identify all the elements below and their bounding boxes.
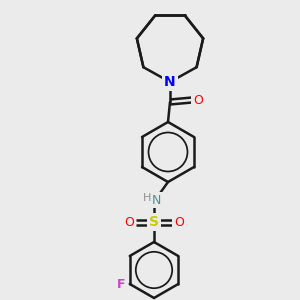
Text: O: O bbox=[124, 215, 134, 229]
Text: S: S bbox=[149, 215, 159, 229]
Text: O: O bbox=[174, 215, 184, 229]
Text: N: N bbox=[151, 194, 161, 206]
Text: N: N bbox=[164, 75, 176, 89]
Text: O: O bbox=[193, 94, 203, 106]
Text: F: F bbox=[116, 278, 125, 290]
Text: H: H bbox=[143, 193, 151, 203]
